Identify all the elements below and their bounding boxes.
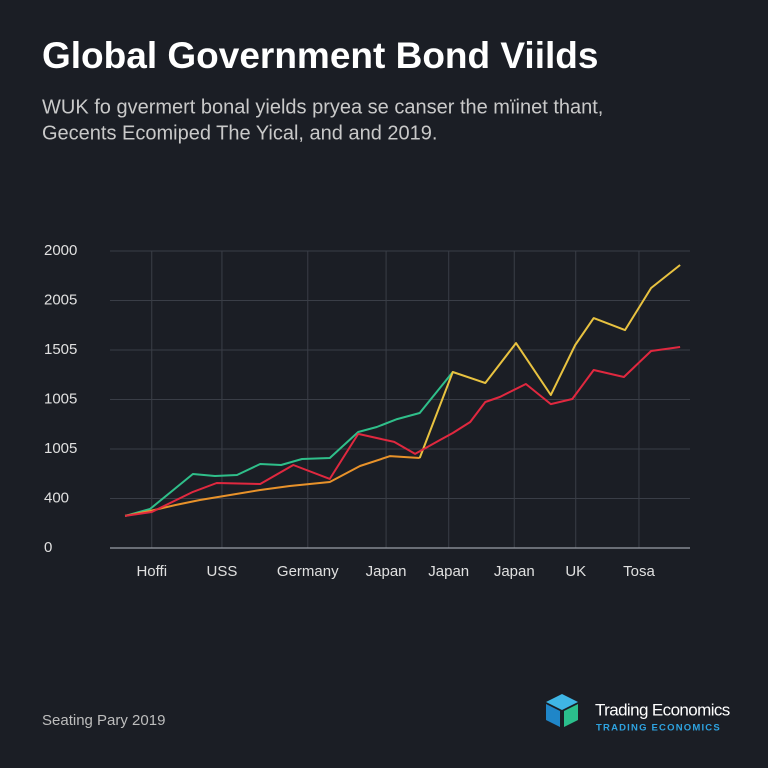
y-tick-label: 2000 bbox=[44, 242, 77, 259]
x-tick-label: UK bbox=[565, 563, 586, 580]
brand-tagline: TRADING ECONOMICS bbox=[596, 723, 721, 734]
subtitle: WUK fo gvermert bonal yields pryea se ca… bbox=[42, 96, 603, 118]
y-tick-label: 0 bbox=[44, 539, 52, 556]
y-tick-label: 2005 bbox=[44, 291, 77, 308]
line-series bbox=[124, 371, 454, 517]
x-tick-label: Tosa bbox=[623, 563, 655, 580]
subtitle: Gecents Ecomiped The Yical, and and 2019… bbox=[42, 122, 437, 144]
line-series bbox=[124, 455, 420, 517]
x-tick-label: Hoffi bbox=[136, 563, 167, 580]
x-tick-label: Japan bbox=[366, 563, 407, 580]
x-tick-label: Japan bbox=[428, 563, 469, 580]
chart-title: Global Government Bond Viilds bbox=[42, 35, 598, 76]
y-tick-label: 400 bbox=[44, 489, 69, 506]
brand-name: Trading Economics bbox=[595, 700, 730, 719]
source: Seating Pary 2019 bbox=[42, 712, 165, 729]
line-series bbox=[418, 264, 681, 459]
logo-icon bbox=[546, 694, 578, 727]
y-tick-label: 1005 bbox=[44, 440, 77, 457]
y-tick-label: 1505 bbox=[44, 341, 77, 358]
y-tick-label: 1005 bbox=[44, 390, 77, 407]
x-tick-label: Germany bbox=[277, 563, 339, 580]
x-tick-label: USS bbox=[207, 563, 238, 580]
line-series bbox=[124, 346, 681, 517]
x-tick-label: Japan bbox=[494, 563, 535, 580]
